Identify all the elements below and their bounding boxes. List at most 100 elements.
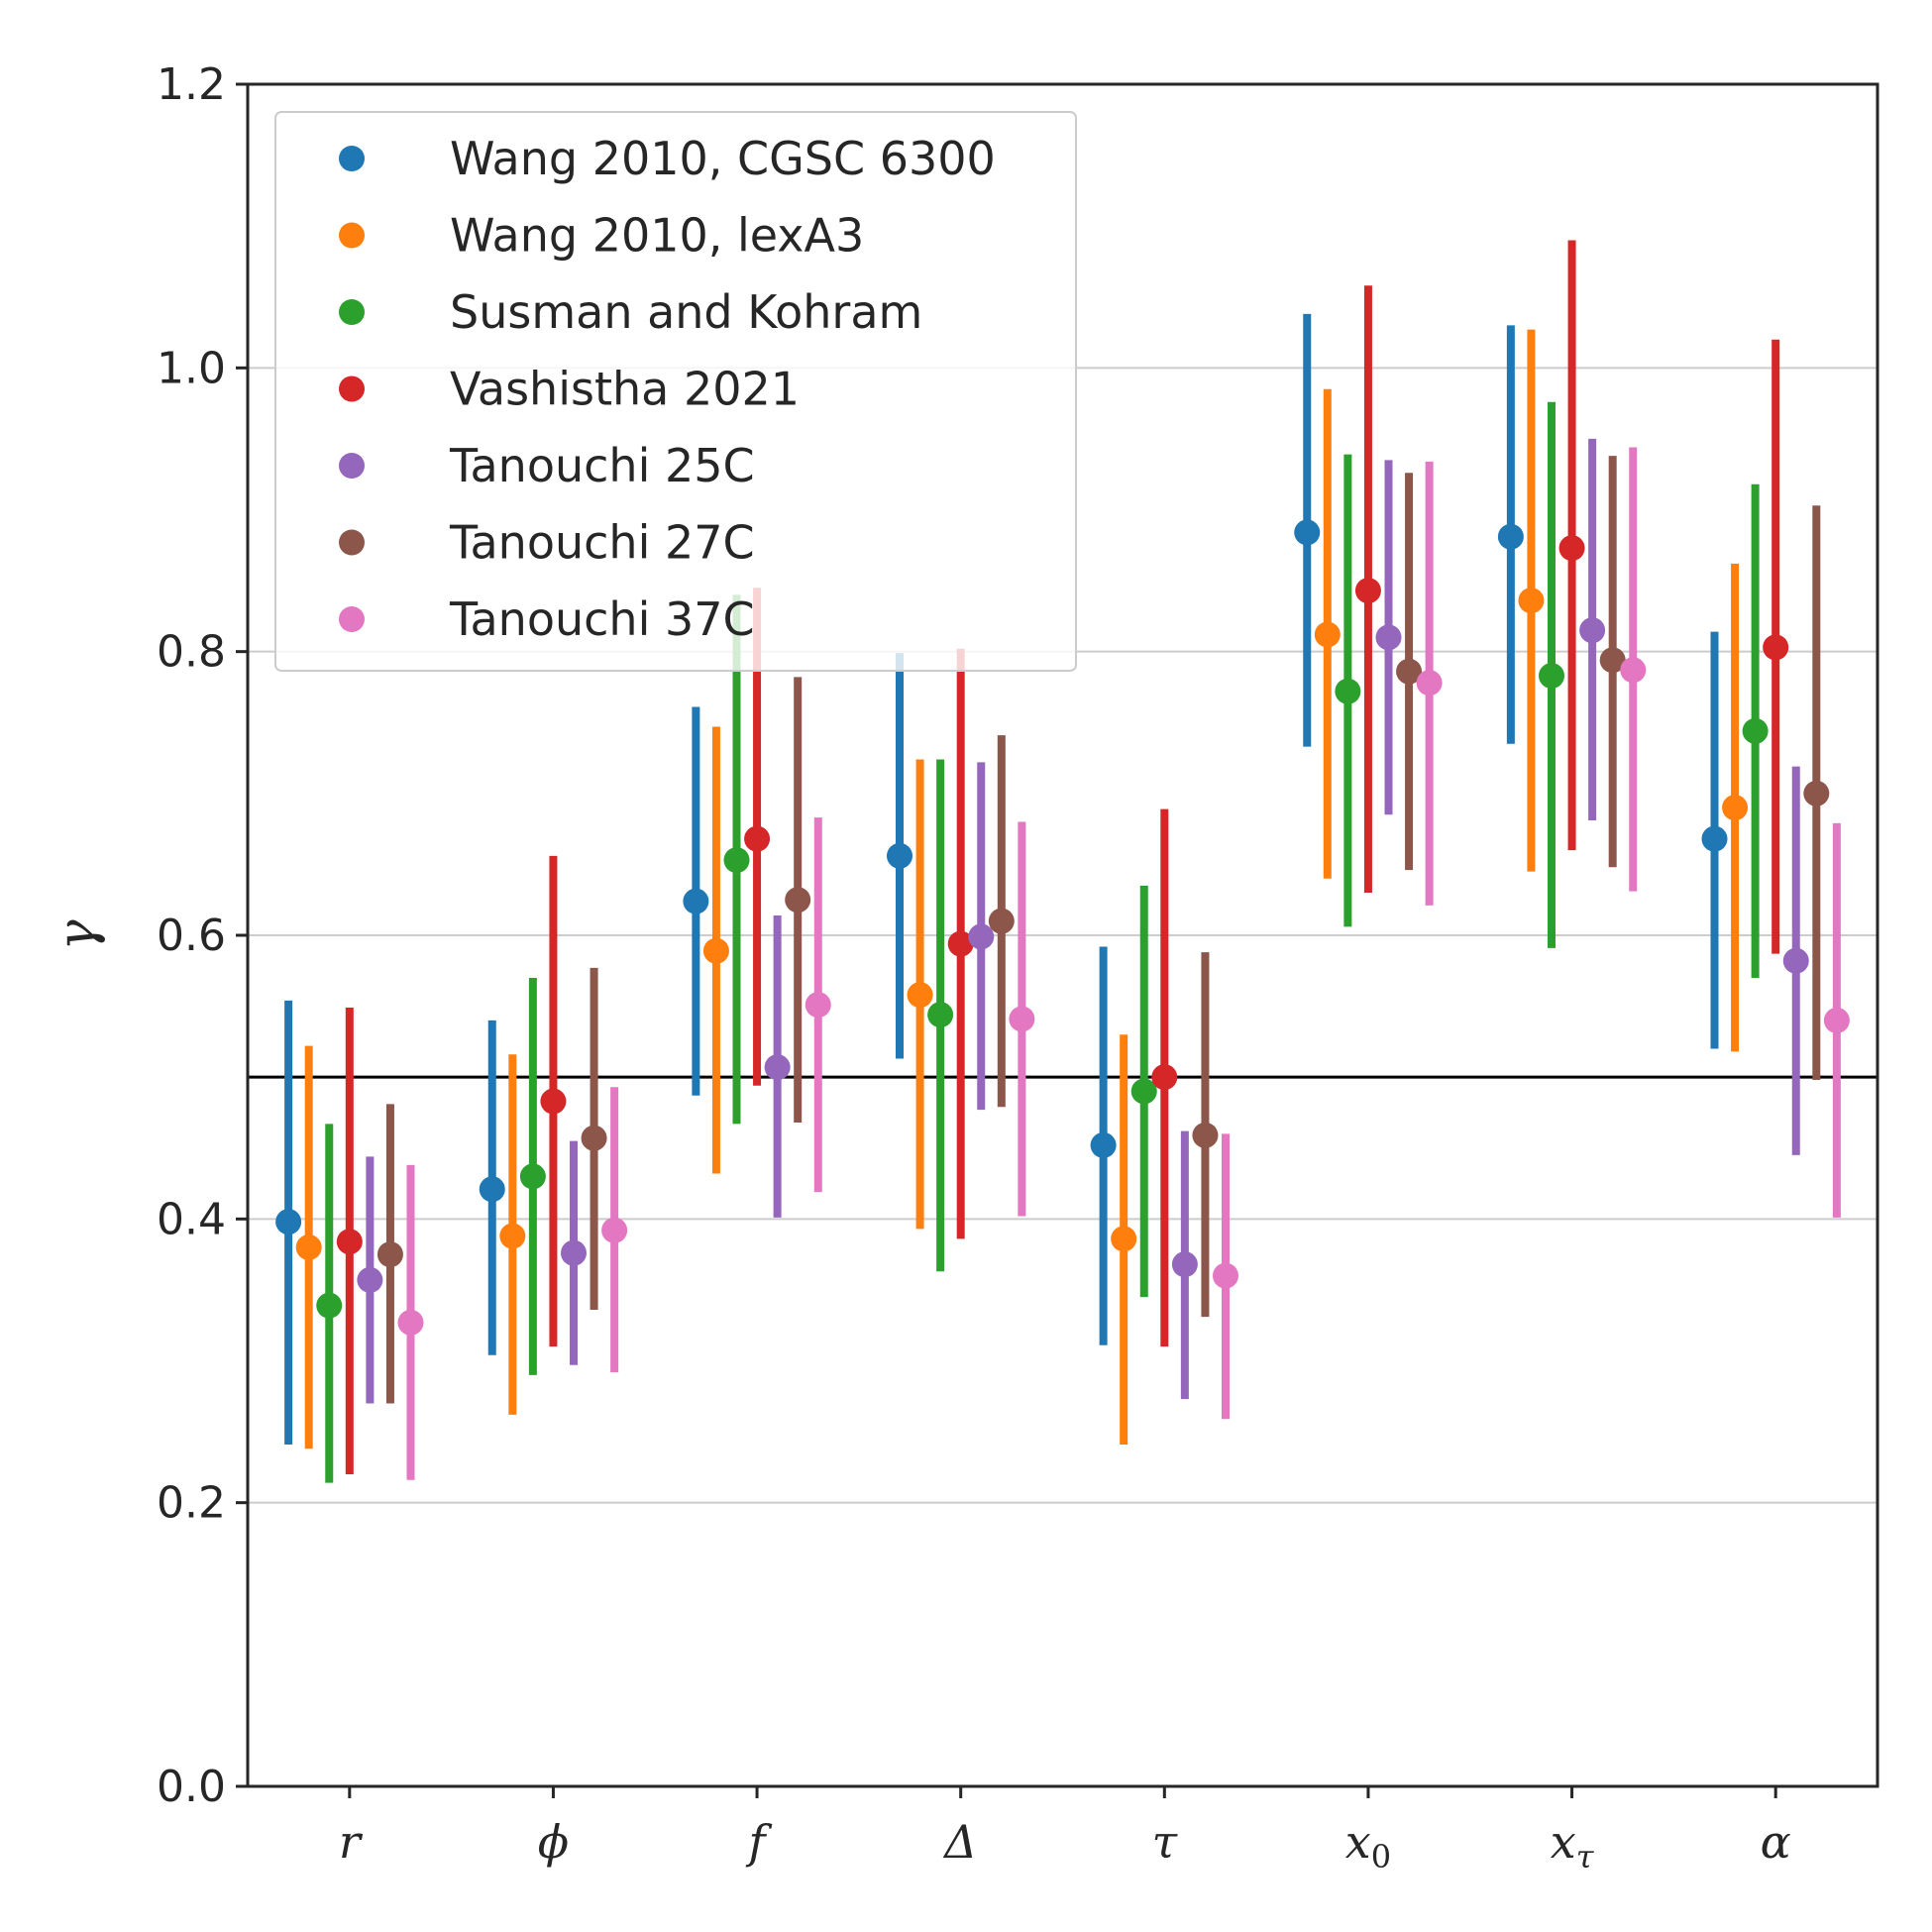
x-tick-label-5: x0: [1345, 1815, 1391, 1876]
point-s3-c1: [540, 1088, 567, 1115]
y-tick-label-5: 1.0: [157, 343, 226, 393]
point-s3-c6: [1558, 535, 1585, 562]
y-tick-label-4: 0.8: [157, 627, 226, 678]
series-6: [397, 447, 1850, 1480]
point-s3-c0: [336, 1229, 363, 1255]
series-1: [295, 329, 1749, 1449]
legend-label-0: Wang 2010, CGSC 6300: [450, 132, 996, 185]
y-tick-label-1: 0.2: [157, 1478, 226, 1529]
point-s2-c3: [927, 1002, 954, 1028]
point-s6-c7: [1823, 1007, 1850, 1033]
point-s5-c6: [1599, 647, 1626, 674]
point-s1-c3: [907, 982, 933, 1009]
x-tick-label-base-7: α: [1761, 1815, 1791, 1869]
series-0: [275, 313, 1728, 1445]
point-s4-c1: [561, 1239, 587, 1266]
point-s0-c3: [887, 842, 912, 869]
x-tick-label-base-4: τ: [1152, 1815, 1179, 1869]
point-s6-c3: [1009, 1006, 1035, 1032]
legend-label-2: Susman and Kohram: [450, 285, 922, 339]
point-s4-c6: [1579, 617, 1606, 644]
point-s3-c2: [744, 825, 771, 852]
point-s1-c2: [702, 937, 729, 964]
legend-marker-4: [339, 453, 365, 479]
legend-label-3: Vashistha 2021: [450, 363, 800, 416]
legend-frame: [274, 111, 1077, 672]
y-tick-label-3: 0.6: [157, 911, 226, 961]
point-s5-c4: [1192, 1122, 1219, 1148]
point-s4-c4: [1171, 1251, 1198, 1278]
series-4: [357, 438, 1809, 1404]
point-s4-c3: [968, 923, 995, 950]
point-s1-c0: [295, 1234, 322, 1260]
point-s2-c4: [1130, 1078, 1157, 1105]
point-s1-c6: [1518, 588, 1545, 614]
point-s0-c2: [683, 888, 709, 914]
y-tick-label-2: 0.4: [157, 1194, 226, 1244]
y-tick-label-0: 0.0: [157, 1762, 226, 1812]
x-tick-label-0: r: [339, 1815, 364, 1869]
series-2: [316, 401, 1769, 1483]
point-s6-c6: [1620, 657, 1647, 684]
point-s3-c4: [1151, 1064, 1178, 1091]
legend-label-5: Tanouchi 27C: [449, 516, 755, 570]
x-tick-label-6: xτ: [1551, 1815, 1595, 1876]
point-s6-c4: [1213, 1262, 1238, 1289]
series-3: [336, 240, 1789, 1475]
legend-marker-2: [339, 299, 365, 325]
point-s1-c5: [1314, 621, 1341, 648]
point-s3-c3: [947, 930, 974, 957]
x-tick-label-base-3: Δ: [942, 1815, 977, 1869]
point-s2-c2: [723, 847, 750, 874]
x-tick-label-4: τ: [1152, 1815, 1179, 1869]
point-s5-c0: [376, 1241, 403, 1268]
point-s3-c7: [1763, 634, 1789, 661]
legend-marker-6: [339, 606, 365, 632]
point-s5-c1: [581, 1125, 607, 1151]
legend-marker-0: [339, 146, 365, 171]
y-axis-label: γ: [48, 919, 107, 951]
x-tick-label-1: ϕ: [538, 1815, 569, 1869]
point-s5-c5: [1396, 658, 1423, 685]
point-s5-c3: [988, 908, 1015, 934]
point-s0-c7: [1701, 825, 1728, 852]
point-s1-c4: [1111, 1226, 1137, 1252]
point-s3-c5: [1354, 578, 1381, 604]
y-axis-ticks: 0.0 0.2 0.4 0.6 0.8 1.0 1.2: [157, 59, 248, 1812]
point-s0-c5: [1294, 519, 1321, 546]
x-tick-label-7: α: [1761, 1815, 1791, 1869]
x-tick-label-2: f: [746, 1815, 773, 1869]
point-s4-c2: [764, 1054, 791, 1081]
point-s6-c0: [397, 1309, 424, 1336]
point-s0-c0: [275, 1209, 302, 1235]
x-tick-label-sub-6: τ: [1576, 1838, 1595, 1876]
x-tick-label-3: Δ: [942, 1815, 977, 1869]
point-s2-c0: [316, 1292, 343, 1319]
legend-marker-3: [339, 376, 365, 402]
point-s5-c2: [785, 887, 811, 913]
legend-label-1: Wang 2010, lexA3: [450, 209, 864, 263]
point-s5-c7: [1803, 780, 1830, 806]
legend-label-4: Tanouchi 25C: [449, 439, 755, 492]
point-s0-c1: [479, 1176, 505, 1203]
point-s1-c1: [499, 1223, 526, 1249]
point-s4-c5: [1375, 624, 1402, 651]
legend-marker-1: [339, 222, 365, 249]
y-tick-label-6: 1.2: [157, 59, 226, 110]
point-s4-c0: [357, 1266, 383, 1293]
point-s0-c6: [1497, 523, 1524, 550]
point-s6-c2: [805, 992, 831, 1019]
x-tick-label-base-6: x: [1551, 1815, 1576, 1869]
x-tick-label-base-0: r: [339, 1815, 364, 1869]
legend-marker-5: [339, 529, 365, 556]
point-s2-c5: [1335, 678, 1361, 704]
point-s2-c1: [519, 1163, 546, 1190]
series-layer: [275, 240, 1850, 1483]
point-s6-c5: [1416, 670, 1443, 697]
x-tick-label-base-5: x: [1345, 1815, 1371, 1869]
point-s4-c7: [1782, 947, 1809, 974]
legend: Wang 2010, CGSC 6300 Wang 2010, lexA3 Susm…: [274, 111, 1077, 672]
point-s0-c4: [1090, 1131, 1117, 1158]
